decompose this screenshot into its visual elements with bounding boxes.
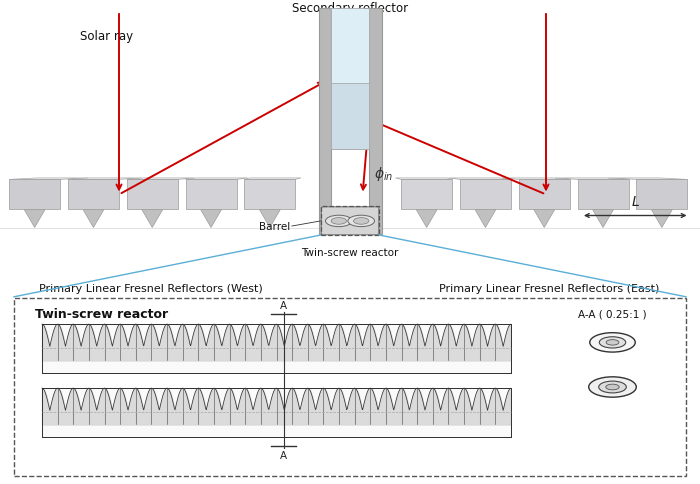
Polygon shape (449, 179, 511, 180)
Text: Solar ray: Solar ray (80, 30, 134, 43)
Polygon shape (200, 210, 221, 228)
Polygon shape (83, 210, 104, 228)
Polygon shape (519, 180, 570, 210)
Text: A-A ( 0.25:1 ): A-A ( 0.25:1 ) (578, 309, 647, 318)
Ellipse shape (589, 377, 636, 397)
Polygon shape (127, 179, 195, 180)
Polygon shape (141, 210, 162, 228)
Circle shape (326, 216, 352, 227)
Polygon shape (259, 210, 280, 228)
Circle shape (331, 218, 346, 225)
Text: Twin-screw reactor: Twin-screw reactor (301, 248, 399, 257)
Polygon shape (608, 179, 687, 180)
Bar (369, 9, 382, 234)
Text: Primary Linear Fresnel Reflectors (East): Primary Linear Fresnel Reflectors (East) (440, 283, 659, 293)
Text: $L$: $L$ (631, 195, 640, 209)
Polygon shape (244, 180, 295, 210)
Polygon shape (395, 179, 452, 180)
Polygon shape (127, 180, 178, 210)
Circle shape (348, 216, 374, 227)
Ellipse shape (606, 384, 620, 390)
Text: $\phi_{in}$: $\phi_{in}$ (374, 165, 394, 183)
Polygon shape (68, 179, 141, 180)
Polygon shape (416, 210, 437, 228)
Polygon shape (244, 179, 301, 180)
Polygon shape (502, 179, 570, 180)
Polygon shape (186, 180, 237, 210)
Polygon shape (460, 180, 511, 210)
FancyBboxPatch shape (321, 207, 379, 235)
Polygon shape (331, 84, 369, 150)
Ellipse shape (598, 381, 626, 393)
Bar (321, 207, 379, 236)
Text: Primary Linear Fresnel Reflectors (West): Primary Linear Fresnel Reflectors (West) (38, 283, 262, 293)
Polygon shape (401, 180, 452, 210)
Polygon shape (636, 180, 687, 210)
Polygon shape (24, 210, 45, 228)
Text: Secondary reflector: Secondary reflector (292, 1, 408, 15)
Bar (42, 388, 511, 437)
Polygon shape (9, 180, 60, 210)
Text: A: A (280, 301, 287, 310)
Bar (318, 9, 331, 234)
Ellipse shape (606, 340, 619, 346)
Text: Barrel: Barrel (259, 222, 290, 231)
Text: Twin-screw reactor: Twin-screw reactor (35, 307, 168, 320)
Polygon shape (651, 210, 672, 228)
Polygon shape (9, 179, 88, 180)
Bar (331, 9, 369, 150)
Polygon shape (68, 180, 119, 210)
Polygon shape (592, 210, 613, 228)
Polygon shape (475, 210, 496, 228)
Polygon shape (578, 180, 629, 210)
Bar (42, 324, 511, 373)
Polygon shape (555, 179, 629, 180)
Ellipse shape (589, 333, 636, 352)
Polygon shape (186, 179, 248, 180)
Ellipse shape (599, 337, 626, 348)
Text: A: A (280, 451, 287, 460)
Polygon shape (533, 210, 554, 228)
Circle shape (354, 218, 369, 225)
